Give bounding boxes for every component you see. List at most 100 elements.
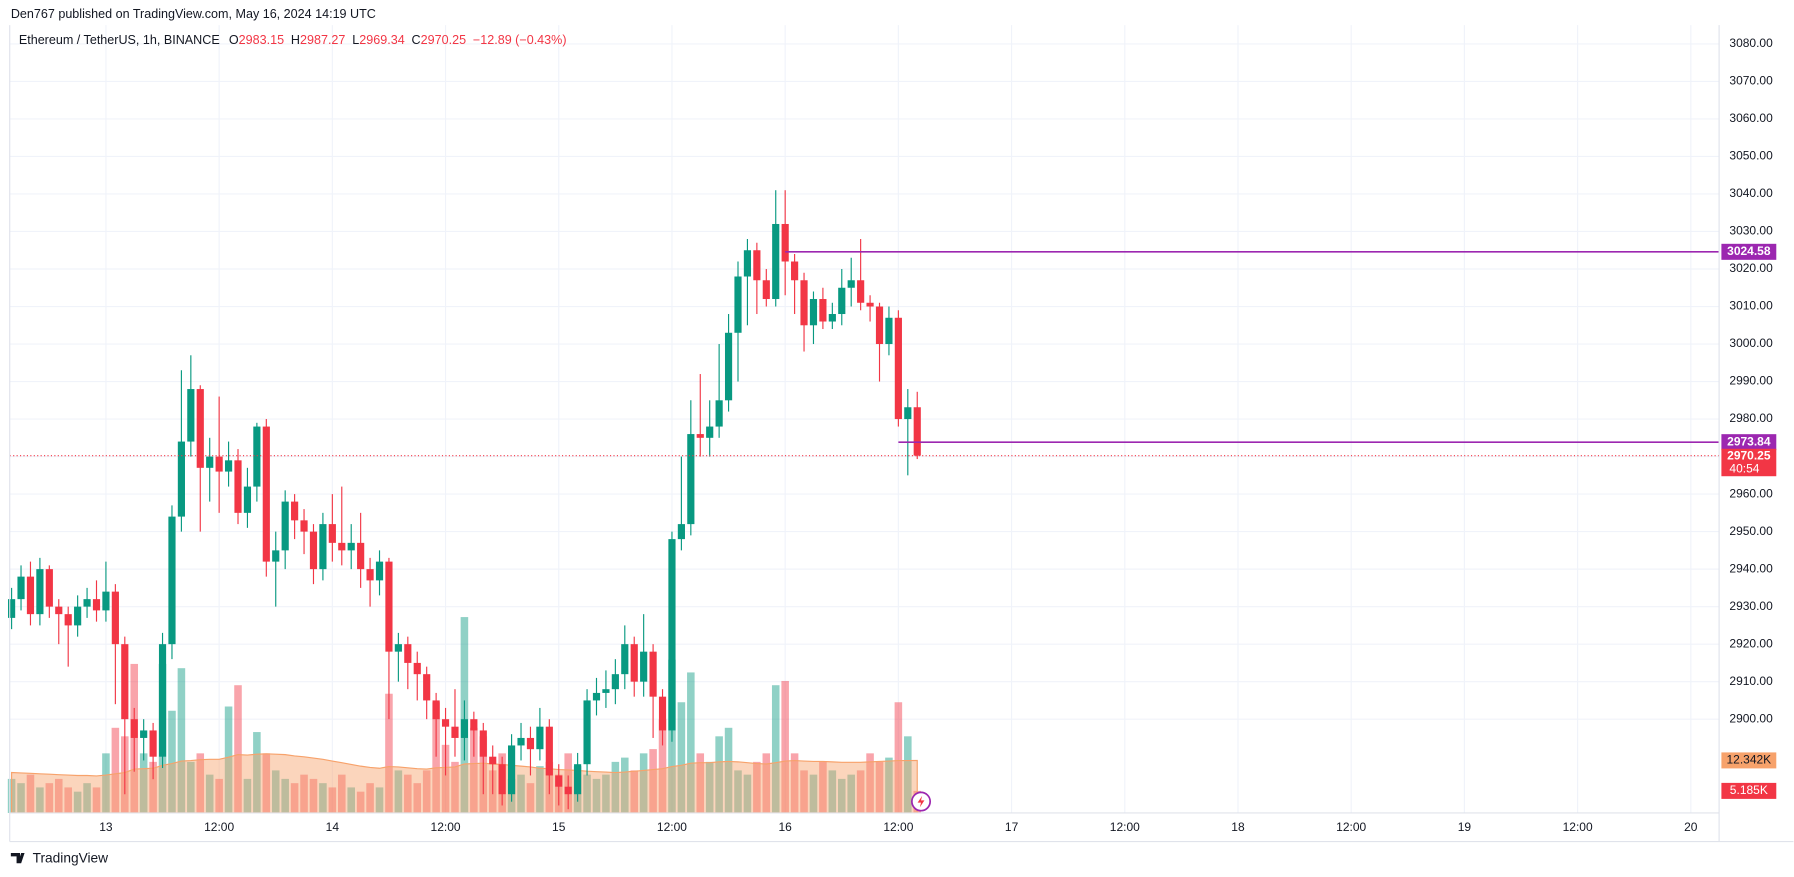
candle-body	[423, 674, 431, 701]
volume-bar	[875, 761, 884, 813]
volume-bar	[338, 774, 346, 813]
volume-bar	[26, 774, 35, 813]
candle-body	[404, 644, 412, 663]
candle-body	[130, 719, 138, 738]
candle-body	[64, 614, 72, 626]
legend-letter: C	[412, 33, 421, 47]
level-label-box	[1721, 243, 1777, 260]
candle-body	[517, 737, 525, 746]
candle-body	[74, 606, 82, 626]
candle-body	[611, 674, 619, 690]
legend-value: 2969.34	[359, 33, 404, 47]
candle-body	[432, 700, 440, 720]
volume-bar	[611, 761, 620, 813]
candle-body	[734, 276, 742, 333]
candle-body	[904, 407, 912, 420]
volume-bar	[734, 770, 742, 813]
candle-body	[357, 542, 365, 570]
x-tick-label: 12:00	[883, 820, 913, 834]
volume-bar	[64, 787, 72, 813]
candle-body	[281, 501, 289, 551]
candle-body	[102, 591, 110, 611]
x-tick-label: 17	[1005, 820, 1019, 834]
candle-body	[875, 306, 884, 345]
candle-body	[668, 539, 676, 731]
volume-bar	[602, 774, 610, 813]
candle-body	[272, 550, 280, 562]
candle-body	[489, 756, 497, 765]
y-tick-label: 3070.00	[1729, 74, 1773, 88]
volume-label: 5.185K	[1730, 783, 1768, 797]
volume-bar	[687, 672, 695, 813]
volume-ma-label-box	[1721, 752, 1777, 769]
volume-bar	[36, 787, 44, 813]
candle-body	[26, 576, 35, 615]
volume-bar	[639, 753, 648, 813]
candle-body	[753, 250, 761, 281]
candle-body	[92, 599, 101, 611]
candle-body	[894, 317, 902, 420]
candle-body	[347, 542, 355, 551]
legend-letter: O	[229, 33, 239, 47]
candle-body	[677, 524, 685, 540]
volume-bar	[885, 757, 893, 813]
volume-bar	[234, 685, 242, 813]
candle-body	[215, 456, 223, 472]
volume-ma-label: 12.342K	[1726, 753, 1771, 767]
volume-bar	[290, 783, 299, 813]
publish-info: Den767 published on TradingView.com, May…	[11, 7, 376, 21]
volume-bar	[705, 761, 714, 813]
y-tick-label: 3000.00	[1729, 336, 1773, 350]
logo	[10, 852, 25, 864]
candle-body	[715, 400, 723, 427]
volume-bar	[196, 753, 205, 813]
volume-bar	[404, 774, 412, 813]
volume-bar	[677, 702, 686, 813]
candle-body	[800, 280, 808, 326]
candle-body	[460, 719, 469, 738]
y-tick-label: 3080.00	[1729, 36, 1773, 50]
volume-bar	[621, 757, 629, 813]
volume-bar	[366, 783, 374, 813]
candle-body	[828, 314, 836, 322]
candle-body	[696, 434, 704, 438]
volume-bar	[762, 753, 771, 813]
level-label: 2973.84	[1727, 434, 1771, 448]
x-tick-label: 20	[1684, 820, 1698, 834]
candle-body	[375, 561, 384, 581]
y-tick-label: 3010.00	[1729, 299, 1773, 313]
volume-bar	[649, 749, 657, 813]
candle-body	[762, 280, 770, 300]
volume-bar	[215, 778, 223, 813]
candle-body	[809, 299, 818, 326]
volume-bar	[724, 727, 733, 813]
volume-bar	[526, 783, 535, 813]
candle-body	[555, 775, 563, 787]
volume-bar	[583, 774, 591, 813]
volume-bar	[205, 774, 214, 813]
volume-bar	[111, 727, 120, 813]
candle-body	[838, 287, 846, 315]
volume-bar	[224, 706, 233, 813]
volume-bar	[102, 753, 110, 813]
x-tick-label: 12:00	[1110, 820, 1140, 834]
volume-bar	[139, 753, 148, 813]
candle-body	[111, 591, 119, 645]
x-tick-label: 12:00	[431, 820, 461, 834]
volume-bar	[73, 791, 82, 813]
volume-bar	[149, 761, 157, 813]
y-tick-label: 2950.00	[1729, 524, 1773, 538]
volume-bar	[319, 783, 327, 813]
legend-value: 2983.15	[239, 33, 284, 47]
volume-bar	[92, 787, 101, 813]
candle-body	[338, 542, 346, 551]
volume-bar	[328, 787, 337, 813]
candle-body	[743, 250, 752, 277]
volume-bar	[696, 753, 705, 813]
volume-bar	[441, 744, 450, 813]
candle-body	[385, 561, 393, 652]
y-tick-label: 3030.00	[1729, 224, 1773, 238]
volume-label-box	[1721, 782, 1777, 799]
